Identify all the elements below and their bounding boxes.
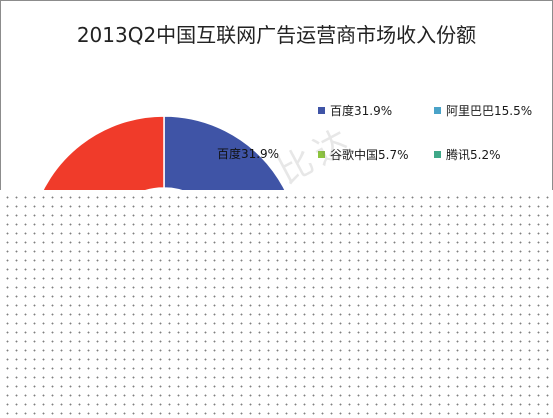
legend-item-alibaba: 阿里巴巴15.5% bbox=[434, 103, 532, 119]
legend-label-tencent: 腾讯5.2% bbox=[446, 148, 501, 162]
legend-item-tencent: 腾讯5.2% bbox=[434, 147, 501, 163]
legend-swatch-alibaba bbox=[434, 107, 441, 114]
legend-item-baidu: 百度31.9% bbox=[318, 103, 392, 119]
legend-swatch-google-china bbox=[318, 151, 325, 158]
legend-label-alibaba: 阿里巴巴15.5% bbox=[446, 104, 533, 118]
legend-item-google-china: 谷歌中国5.7% bbox=[318, 147, 409, 163]
legend-swatch-baidu bbox=[318, 107, 325, 114]
legend-label-google-china: 谷歌中国5.7% bbox=[330, 148, 409, 162]
data-label-baidu: 百度31.9% bbox=[217, 146, 279, 161]
dot-pattern-overlay bbox=[0, 190, 553, 418]
chart-title: 2013Q2中国互联网广告运营商市场收入份额 bbox=[76, 23, 477, 47]
legend-swatch-tencent bbox=[434, 151, 441, 158]
legend-label-baidu: 百度31.9% bbox=[330, 104, 393, 118]
